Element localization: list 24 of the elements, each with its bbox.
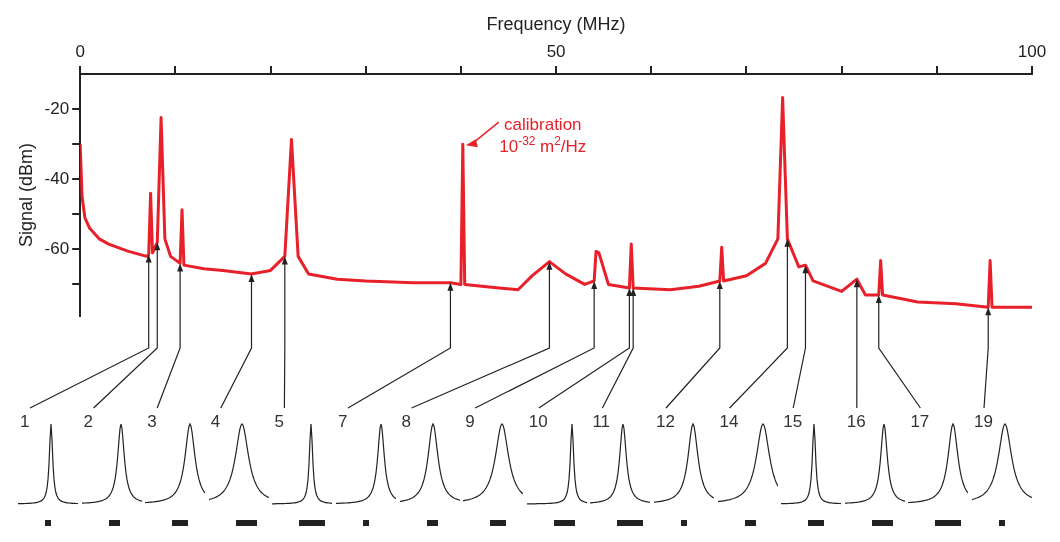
annotation: 7: [338, 412, 348, 432]
annotation: 16: [846, 412, 866, 432]
annotation: 17: [910, 412, 930, 432]
annotation: 5: [274, 412, 284, 432]
annotation: 10: [528, 412, 548, 432]
x-tick-label: 0: [75, 42, 85, 62]
x-tick-label: 100: [1017, 42, 1047, 62]
y-tick-label: -20: [44, 98, 70, 118]
y-tick-label: -40: [44, 168, 70, 188]
annotation: 12: [656, 412, 675, 432]
annotation: 15: [783, 412, 803, 432]
annotation: 1: [20, 412, 30, 432]
annotation: 8: [401, 412, 412, 432]
annotation: 3: [147, 412, 157, 432]
y-tick-label: -60: [44, 239, 70, 259]
annotation: 2: [83, 412, 94, 432]
annotation: 9: [465, 412, 475, 432]
annotation: 19: [974, 412, 993, 432]
x-tick-label: 50: [546, 42, 566, 62]
x-axis-title: Frequency (MHz): [486, 13, 626, 34]
annotation: 14: [719, 412, 739, 432]
annotation: 4: [210, 412, 221, 432]
annotation: 11: [592, 412, 611, 432]
y-axis-title: Signal (dBm): [15, 142, 36, 248]
